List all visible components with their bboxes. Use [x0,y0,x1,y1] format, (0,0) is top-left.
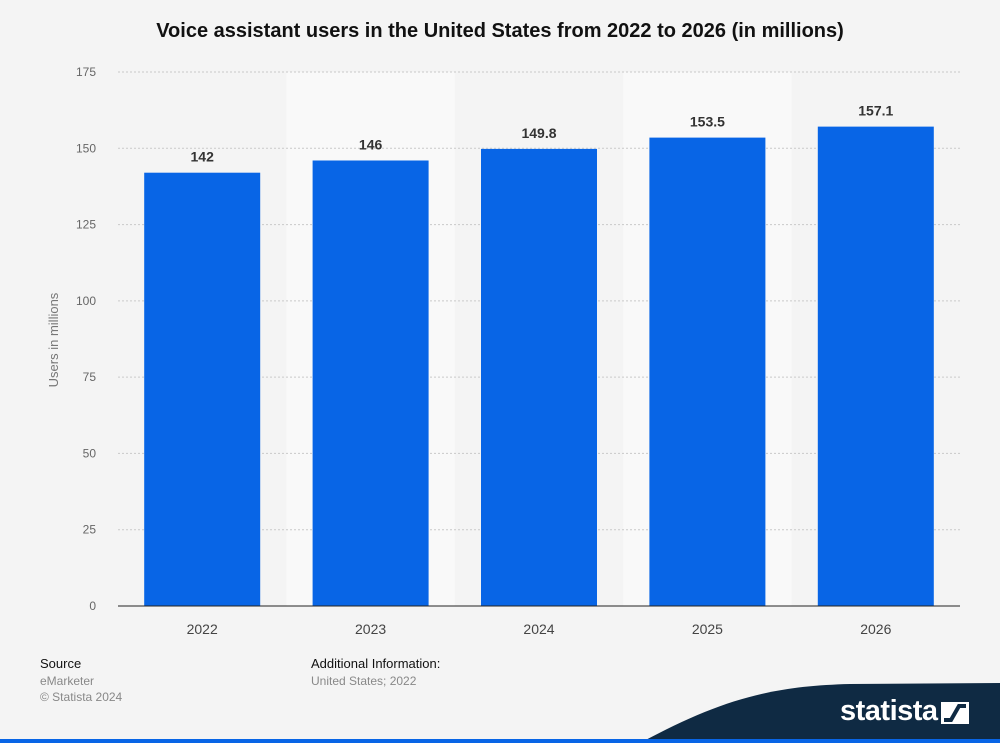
additional-info-text: United States; 2022 [311,674,417,688]
y-tick-label: 125 [76,218,96,232]
y-tick-label: 175 [76,65,96,79]
x-tick-label: 2026 [860,621,891,637]
y-tick-label: 75 [83,370,97,384]
x-tick-label: 2025 [692,621,723,637]
copyright-text: © Statista 2024 [40,690,123,704]
bar [649,137,766,606]
y-tick-label: 100 [76,294,96,308]
x-tick-label: 2022 [187,621,218,637]
x-tick-label: 2024 [523,621,554,637]
data-label: 146 [359,136,383,152]
bar [817,126,934,606]
y-axis-title: Users in millions [46,292,61,387]
statista-logo-icon [941,702,969,724]
y-tick-label: 0 [89,599,96,613]
ribbon-shape [640,683,1000,743]
y-tick-label: 150 [76,141,96,155]
additional-info-heading: Additional Information: [311,656,441,671]
source-heading: Source [40,656,82,671]
data-label: 157.1 [858,103,893,119]
data-label: 149.8 [521,125,556,141]
ribbon-accent-line [0,739,1000,743]
y-tick-label: 25 [83,523,97,537]
data-label: 142 [191,149,215,165]
y-axis-tick-labels: 0 25 50 75 100 125 150 175 [76,65,96,613]
x-tick-label: 2023 [355,621,386,637]
bar [144,172,261,606]
statista-logo-text: statista [840,695,938,727]
source-name: eMarketer [40,674,95,688]
data-labels: 142 146 149.8 153.5 157.1 [191,103,894,165]
x-axis-tick-labels: 2022 2023 2024 2025 2026 [187,621,892,637]
bars [144,126,934,606]
bar [481,148,597,606]
y-tick-label: 50 [83,446,97,460]
bar [312,160,429,606]
data-label: 153.5 [690,114,725,130]
chart-title: Voice assistant users in the United Stat… [156,20,844,42]
